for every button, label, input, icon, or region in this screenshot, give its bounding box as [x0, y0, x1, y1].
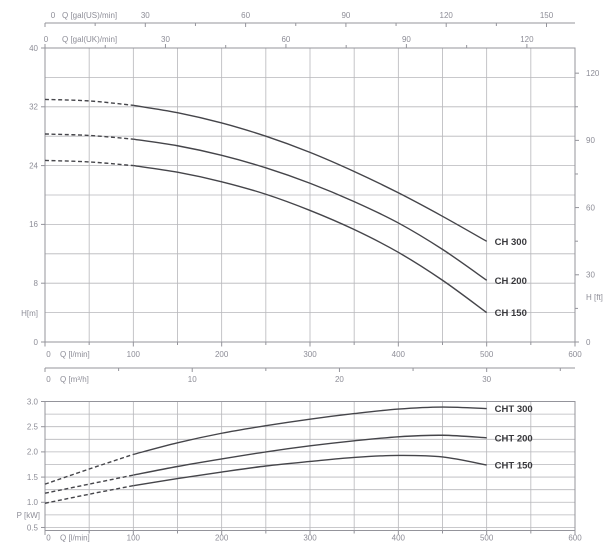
q-lpm-tick-label: 300	[303, 350, 317, 359]
curve-cht-150	[133, 454, 487, 487]
q-lpm-tick-label: 0	[46, 350, 51, 359]
uk-gal-tick-label: 90	[402, 35, 411, 44]
curve-label: CH 300	[495, 237, 527, 248]
power-chart: 0.5 1.0 1.5 2.0 2.5 3.0 P [kW] 0 100 200 300 400 500…	[17, 397, 583, 542]
q-lpm-tick-label: 300	[303, 534, 317, 543]
uk-gal-tick-label: 60	[281, 35, 290, 44]
q-lpm-tick-label: 600	[568, 350, 582, 359]
q-m3h-tick-label: 20	[335, 375, 344, 384]
h-ft-tick-label: 120	[586, 69, 600, 78]
q-lpm-tick-label: 200	[215, 534, 229, 543]
curve-ch-150	[133, 164, 488, 314]
q-lpm-axis-label: Q [l/min]	[60, 534, 90, 543]
curve-ch-200	[133, 138, 488, 281]
curve-label: CH 150	[495, 308, 527, 319]
q-m3h-tick-label: 0	[46, 375, 51, 384]
us-gal-tick-label: 90	[341, 11, 350, 20]
q-lpm-tick-label: 500	[480, 534, 494, 543]
curve-cht-200-dashed	[44, 474, 134, 494]
h-ft-axis-label: H [ft]	[586, 293, 603, 302]
h-ft-tick-label: 90	[586, 136, 595, 145]
uk-gal-tick-label: 0	[44, 35, 49, 44]
h-ft-tick-label: 0	[586, 338, 591, 347]
curve-cht-300	[133, 406, 487, 456]
curve-label: CH 200	[495, 276, 527, 287]
p-kw-tick-label: 2.0	[27, 448, 39, 457]
h-ft-tick-label: 60	[586, 203, 595, 212]
q-m3h-tick-label: 30	[482, 375, 491, 384]
uk-gal-tick-label: 30	[161, 35, 170, 44]
curve-cht-300-dashed	[44, 453, 134, 485]
uk-gal-axis-label: Q [gal(UK)/min]	[62, 35, 117, 44]
p-kw-tick-label: 3.0	[27, 397, 39, 406]
q-lpm-tick-label: 400	[392, 534, 406, 543]
q-lpm-axis-label: Q [l/min]	[60, 350, 90, 359]
curve-cht-200	[133, 434, 487, 476]
p-kw-tick-label: 2.5	[27, 422, 39, 431]
us-gal-tick-label: 150	[540, 11, 554, 20]
q-lpm-tick-label: 0	[46, 534, 51, 543]
q-m3h-axis-label: Q [m³/h]	[60, 375, 89, 384]
q-lpm-tick-label: 600	[568, 534, 582, 543]
curve-label: CHT 200	[495, 433, 533, 444]
us-gal-axis-label: Q [gal(US)/min]	[62, 11, 117, 20]
h-m-tick-label: 8	[34, 279, 39, 288]
h-m-tick-label: 16	[29, 220, 38, 229]
curve-cht-150-dashed	[44, 484, 134, 504]
h-ft-tick-label: 30	[586, 271, 595, 280]
uk-gal-tick-label: 120	[520, 35, 534, 44]
h-m-tick-label: 0	[34, 338, 39, 347]
q-lpm-tick-label: 200	[215, 350, 229, 359]
us-gal-tick-label: 120	[440, 11, 454, 20]
curve-ch-300-dashed	[44, 98, 134, 107]
curve-label: CHT 300	[495, 404, 533, 415]
h-m-tick-label: 24	[29, 161, 38, 170]
h-m-tick-label: 40	[29, 44, 38, 53]
curve-ch-150-dashed	[44, 159, 134, 167]
h-m-tick-label: 32	[29, 103, 38, 112]
p-kw-axis-label: P [kW]	[17, 511, 40, 520]
us-gal-tick-label: 0	[51, 11, 56, 20]
p-kw-tick-label: 0.5	[27, 523, 39, 532]
p-kw-tick-label: 1.5	[27, 473, 39, 482]
q-lpm-tick-label: 500	[480, 350, 494, 359]
q-lpm-tick-label: 100	[127, 534, 141, 543]
curve-ch-200-dashed	[44, 133, 134, 140]
head-chart: 0 30 60 90 120 150 Q [gal(US)/min] 0 30 60 90 120 Q …	[21, 11, 603, 384]
q-lpm-tick-label: 100	[127, 350, 141, 359]
curve-ch-300	[133, 104, 488, 242]
us-gal-tick-label: 30	[141, 11, 150, 20]
h-m-axis-label: H[m]	[21, 309, 38, 318]
p-kw-tick-label: 1.0	[27, 498, 39, 507]
q-lpm-tick-label: 400	[392, 350, 406, 359]
q-m3h-tick-label: 10	[188, 375, 197, 384]
us-gal-tick-label: 60	[241, 11, 250, 20]
curve-label: CHT 150	[495, 460, 533, 471]
